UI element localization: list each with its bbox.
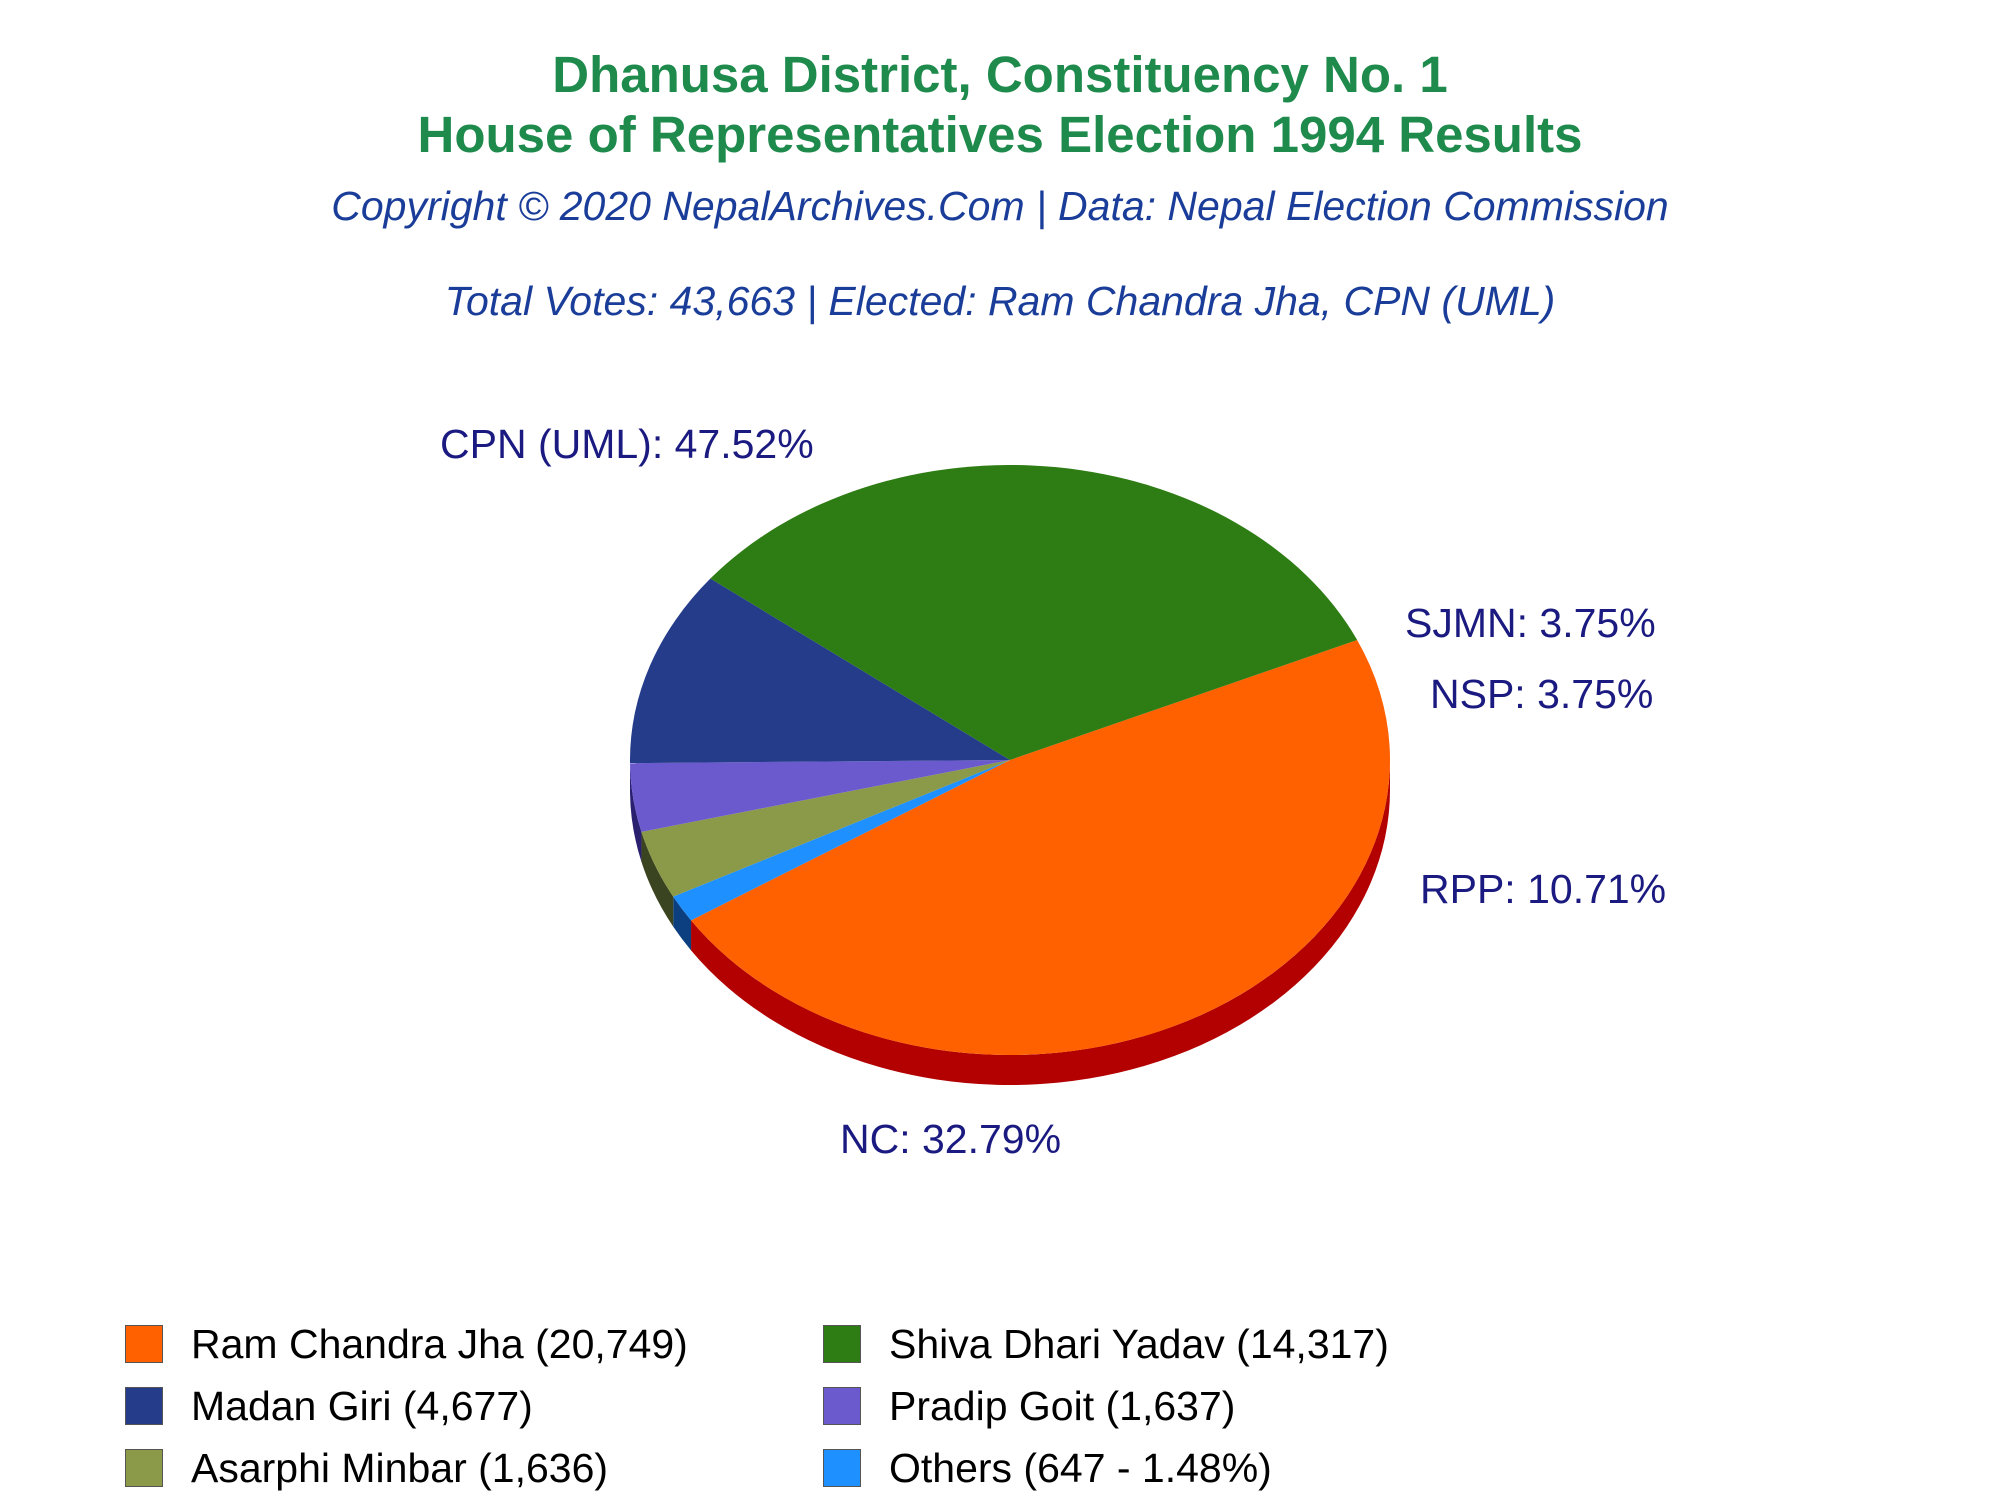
- chart-title-line1: Dhanusa District, Constituency No. 1: [552, 46, 1448, 103]
- legend-item: Others (647 - 1.48%): [823, 1442, 1272, 1494]
- legend-label: Madan Giri (4,677): [191, 1382, 533, 1429]
- legend-item: Shiva Dhari Yadav (14,317): [823, 1318, 1389, 1370]
- legend-swatch: [125, 1325, 163, 1363]
- legend-label: Others (647 - 1.48%): [889, 1444, 1272, 1491]
- pie-slice-rpp: [630, 578, 1010, 764]
- copyright-subtitle: Copyright © 2020 NepalArchives.Com | Dat…: [331, 183, 1669, 229]
- legend-label: Ram Chandra Jha (20,749): [191, 1320, 688, 1367]
- legend-item: Ram Chandra Jha (20,749): [125, 1318, 688, 1370]
- legend-label: Shiva Dhari Yadav (14,317): [889, 1320, 1389, 1367]
- legend-item: Asarphi Minbar (1,636): [125, 1442, 608, 1494]
- pie-side-nsp: [630, 763, 642, 862]
- legend-item: Pradip Goit (1,637): [823, 1380, 1235, 1432]
- legend-swatch: [125, 1449, 163, 1487]
- legend-swatch: [823, 1449, 861, 1487]
- slice-label-nc: NC: 32.79%: [840, 1116, 1061, 1162]
- slice-label-rpp: RPP: 10.71%: [1420, 866, 1666, 912]
- legend-swatch: [823, 1325, 861, 1363]
- legend-swatch: [823, 1387, 861, 1425]
- pie-slice-nsp: [630, 760, 1010, 832]
- legend-label: Pradip Goit (1,637): [889, 1382, 1236, 1429]
- pie-side-group: [630, 760, 1390, 1085]
- pie-slice-cpn-uml-: [691, 640, 1390, 1055]
- legend-item: Madan Giri (4,677): [125, 1380, 533, 1432]
- votes-summary: Total Votes: 43,663 | Elected: Ram Chand…: [444, 278, 1556, 324]
- pie-slice-others: [673, 760, 1010, 921]
- chart-title-line2: House of Representatives Election 1994 R…: [417, 106, 1583, 163]
- slice-label-cpn-uml-: CPN (UML): 47.52%: [440, 421, 814, 467]
- legend-label: Asarphi Minbar (1,636): [191, 1444, 609, 1491]
- pie-slice-nc: [710, 465, 1358, 760]
- pie-slice-sjmn: [641, 760, 1010, 897]
- slice-label-sjmn: SJMN: 3.75%: [1405, 600, 1656, 646]
- pie-side-sjmn: [641, 831, 674, 927]
- slice-label-nsp: NSP: 3.75%: [1430, 671, 1653, 717]
- pie-side-others: [673, 896, 692, 951]
- legend-swatch: [125, 1387, 163, 1425]
